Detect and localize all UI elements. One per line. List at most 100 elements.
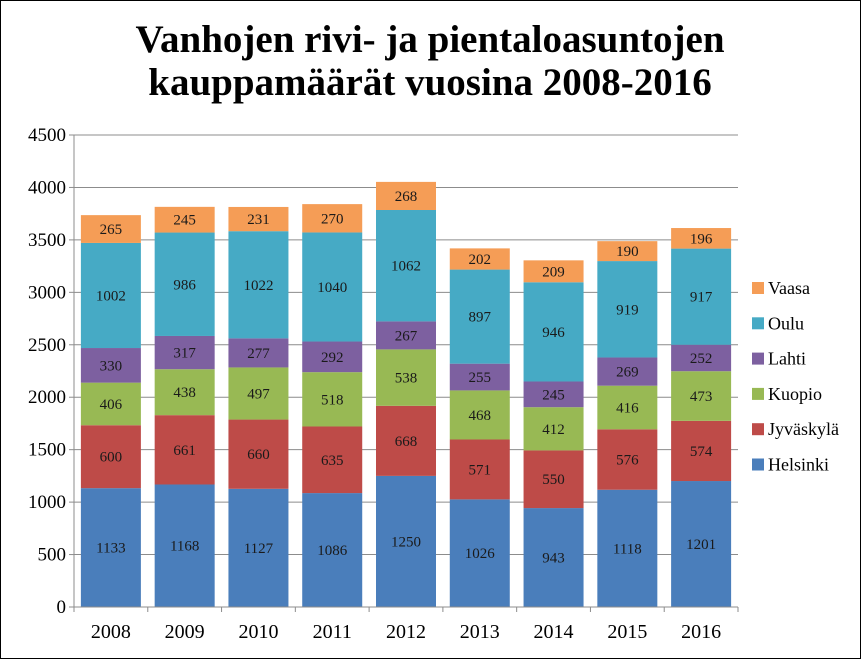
bar-segment-kuopio-2009 [154, 369, 215, 416]
y-axis: 0 500 1000 1500 2000 2500 3000 3500 4000 4500 [28, 125, 75, 618]
data-label: 1201 [686, 537, 716, 553]
bar-segment-lahti-2009 [154, 335, 215, 370]
data-label: 635 [321, 453, 344, 469]
x-tick-label: 2009 [165, 621, 205, 643]
x-tick-label: 2014 [534, 621, 574, 643]
bar-segment-lahti-2010 [228, 338, 289, 368]
bars [80, 181, 732, 607]
bar-segment-jyväskylä-2016 [671, 420, 732, 482]
legend-label: Vaasa [768, 278, 810, 298]
y-tick-label: 3000 [28, 282, 66, 303]
legend-label: Oulu [768, 313, 804, 333]
data-label: 946 [542, 325, 565, 341]
bar-segment-oulu-2012 [376, 209, 436, 322]
bar-segment-helsinki-2008 [80, 488, 141, 607]
bar-segment-vaasa-2012 [376, 181, 436, 210]
data-label: 245 [173, 213, 196, 229]
bar-segment-oulu-2016 [671, 248, 732, 345]
legend-swatch-jyväskylä [752, 423, 764, 436]
bar-segment-jyväskylä-2009 [154, 415, 215, 485]
data-label: 1022 [243, 278, 273, 294]
y-tick-label: 4500 [28, 125, 66, 146]
bar-segment-vaasa-2014 [523, 260, 584, 283]
data-label: 252 [690, 351, 713, 367]
data-label: 202 [469, 252, 492, 268]
bar-segment-helsinki-2009 [154, 484, 215, 607]
bar-segment-oulu-2011 [302, 232, 363, 342]
data-label: 416 [616, 401, 639, 417]
data-label: 917 [690, 290, 713, 306]
y-tick-label: 1500 [28, 440, 66, 461]
data-label: 574 [690, 444, 713, 460]
y-tick-label: 4000 [28, 177, 66, 198]
legend-swatch-helsinki [752, 458, 764, 471]
legend-label: Lahti [768, 349, 806, 369]
data-label: 1062 [391, 259, 421, 275]
bar-segment-lahti-2012 [376, 321, 436, 350]
data-label: 576 [616, 453, 639, 469]
data-label: 919 [616, 302, 639, 318]
data-label: 660 [247, 447, 270, 463]
data-label: 269 [616, 365, 639, 381]
legend-label: Helsinki [768, 455, 829, 475]
bar-segment-vaasa-2013 [449, 248, 510, 270]
data-label: 317 [173, 346, 196, 362]
data-label: 497 [247, 386, 270, 402]
data-label: 473 [690, 389, 713, 405]
bar-segment-lahti-2011 [302, 341, 363, 373]
bar-segment-helsinki-2014 [523, 508, 584, 607]
bar-segment-vaasa-2008 [80, 215, 141, 243]
bar-segment-jyväskylä-2013 [449, 439, 510, 500]
data-label: 897 [469, 310, 492, 326]
data-label: 209 [542, 264, 565, 280]
chart-title-line-2: kauppamäärät vuosina 2008-2016 [148, 61, 711, 104]
legend-swatch-vaasa [752, 282, 764, 294]
x-tick-label: 2013 [460, 621, 500, 643]
legend-label: Kuopio [768, 384, 822, 404]
bar-segment-jyväskylä-2012 [376, 405, 436, 476]
x-tick-label: 2011 [313, 621, 352, 643]
bar-segment-kuopio-2013 [449, 390, 510, 440]
y-tick-label: 1000 [28, 492, 66, 513]
data-label: 550 [542, 472, 565, 488]
bar-segment-jyväskylä-2010 [228, 419, 289, 489]
data-label: 571 [469, 462, 492, 478]
x-tick-label: 2008 [91, 621, 131, 643]
bar-segment-oulu-2015 [597, 261, 658, 358]
data-label: 255 [469, 370, 492, 386]
bar-segment-kuopio-2008 [80, 382, 141, 426]
bar-segment-kuopio-2010 [228, 367, 289, 420]
data-label: 406 [100, 397, 123, 413]
y-tick-label: 3500 [28, 230, 66, 251]
chart-title-line-1: Vanhojen rivi- ja pientaloasuntojen [135, 18, 724, 61]
data-label: 1086 [317, 543, 348, 559]
bar-segment-jyväskylä-2015 [597, 429, 658, 490]
bar-segment-helsinki-2015 [597, 489, 658, 607]
data-label: 1002 [96, 288, 126, 304]
bar-segment-kuopio-2011 [302, 372, 363, 427]
data-label: 245 [542, 387, 565, 403]
y-tick-label: 500 [38, 545, 67, 566]
y-tick-label: 2500 [28, 335, 66, 356]
data-label: 986 [173, 277, 196, 293]
data-label: 267 [395, 328, 418, 344]
bar-segment-jyväskylä-2011 [302, 426, 363, 494]
bar-segment-lahti-2008 [80, 348, 141, 383]
x-tick-label: 2016 [681, 621, 721, 643]
legend-swatch-kuopio [752, 387, 764, 400]
data-label: 1026 [465, 546, 496, 562]
bar-segment-oulu-2009 [154, 232, 215, 336]
bar-segment-oulu-2008 [80, 242, 141, 349]
data-label: 468 [469, 408, 492, 424]
data-label: 196 [690, 231, 713, 247]
bar-segment-helsinki-2016 [671, 481, 732, 607]
data-label: 943 [542, 551, 565, 567]
data-label: 265 [100, 222, 123, 238]
legend-swatch-oulu [752, 317, 764, 330]
bar-segment-jyväskylä-2008 [80, 425, 141, 489]
x-tick-label: 2015 [607, 621, 647, 643]
legend-swatch-lahti [752, 352, 764, 365]
bar-segment-helsinki-2011 [302, 493, 363, 607]
bar-segment-vaasa-2015 [597, 241, 658, 262]
